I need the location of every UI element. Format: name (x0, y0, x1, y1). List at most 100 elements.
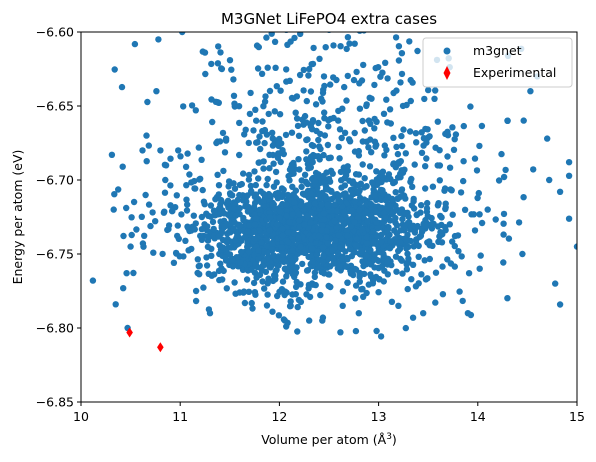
m3gnet-point (230, 76, 237, 83)
m3gnet-point (321, 115, 328, 122)
m3gnet-point (344, 72, 351, 80)
m3gnet-point (255, 247, 262, 254)
m3gnet-point (565, 172, 573, 179)
m3gnet-point (361, 127, 368, 134)
m3gnet-point (420, 310, 427, 317)
m3gnet-point (251, 228, 258, 235)
m3gnet-point (207, 202, 215, 209)
m3gnet-point (382, 197, 389, 204)
m3gnet-point (299, 260, 306, 268)
m3gnet-point (307, 219, 314, 226)
m3gnet-point (335, 143, 342, 151)
m3gnet-point (383, 146, 390, 154)
m3gnet-point (349, 189, 356, 197)
m3gnet-point (442, 224, 449, 231)
legend-box (422, 37, 573, 88)
m3gnet-point (294, 303, 301, 311)
m3gnet-point (307, 88, 315, 95)
m3gnet-point (182, 163, 190, 170)
m3gnet-point (358, 226, 366, 233)
m3gnet-point (145, 142, 152, 149)
m3gnet-point (212, 98, 220, 106)
m3gnet-point (423, 155, 430, 162)
m3gnet-point (355, 147, 362, 155)
m3gnet-point (249, 305, 256, 312)
m3gnet-point (232, 237, 239, 244)
m3gnet-point (556, 301, 564, 308)
m3gnet-point (309, 117, 317, 124)
m3gnet-point (546, 176, 553, 184)
m3gnet-point (210, 225, 217, 233)
m3gnet-point (372, 64, 379, 72)
legend: m3gnet Experimental (422, 37, 573, 88)
m3gnet-point (273, 179, 280, 186)
m3gnet-point (361, 175, 368, 182)
m3gnet-point (201, 221, 208, 228)
m3gnet-point (115, 186, 122, 193)
m3gnet-point (282, 131, 290, 139)
m3gnet-point (199, 48, 206, 55)
m3gnet-point (385, 171, 393, 178)
m3gnet-point (418, 228, 426, 236)
m3gnet-point (315, 119, 322, 127)
m3gnet-point (248, 266, 255, 273)
m3gnet-point (330, 114, 337, 122)
x-axis-title-close: ) (392, 432, 397, 447)
m3gnet-point (368, 149, 375, 156)
m3gnet-point (251, 235, 258, 242)
m3gnet-point (384, 119, 391, 126)
m3gnet-point (484, 206, 491, 213)
m3gnet-point (280, 251, 287, 258)
m3gnet-point (262, 93, 269, 100)
m3gnet-point (272, 168, 280, 176)
m3gnet-point (515, 219, 523, 226)
m3gnet-point (309, 280, 316, 287)
m3gnet-point (414, 47, 421, 55)
y-tick-label: −6.70 (36, 173, 74, 188)
m3gnet-point (374, 225, 381, 232)
m3gnet-point (373, 256, 381, 264)
m3gnet-point (412, 283, 420, 290)
m3gnet-point (165, 226, 172, 233)
m3gnet-point (279, 278, 287, 285)
m3gnet-point (456, 288, 463, 295)
m3gnet-point (292, 109, 299, 116)
m3gnet-point (162, 162, 170, 169)
m3gnet-point (160, 209, 168, 216)
m3gnet-point (288, 257, 296, 265)
m3gnet-point (327, 81, 334, 88)
m3gnet-point (343, 45, 350, 53)
m3gnet-point (245, 288, 253, 295)
m3gnet-point (229, 263, 237, 270)
m3gnet-point (353, 235, 361, 243)
m3gnet-point (241, 234, 249, 241)
m3gnet-point (459, 297, 466, 305)
m3gnet-point (461, 206, 469, 213)
m3gnet-point (371, 125, 378, 132)
m3gnet-point (295, 132, 303, 139)
m3gnet-point (520, 194, 527, 201)
y-axis-title: Energy per atom (eV) (10, 150, 25, 285)
m3gnet-point (283, 273, 290, 280)
m3gnet-point (221, 223, 228, 230)
m3gnet-point (111, 66, 118, 73)
m3gnet-point (452, 131, 460, 138)
m3gnet-point (348, 207, 356, 214)
m3gnet-point (446, 221, 453, 228)
m3gnet-point (500, 231, 507, 238)
m3gnet-point (444, 153, 451, 160)
m3gnet-point (217, 196, 225, 204)
m3gnet-point (286, 303, 294, 310)
m3gnet-point (382, 59, 389, 66)
m3gnet-point (307, 123, 315, 130)
m3gnet-point (294, 328, 301, 335)
m3gnet-point (170, 259, 178, 266)
m3gnet-point (358, 247, 365, 254)
m3gnet-point (292, 270, 299, 277)
m3gnet-point (298, 177, 305, 184)
m3gnet-point (320, 210, 328, 217)
m3gnet-point (263, 181, 270, 189)
m3gnet-point (527, 88, 534, 95)
m3gnet-point (320, 172, 327, 180)
